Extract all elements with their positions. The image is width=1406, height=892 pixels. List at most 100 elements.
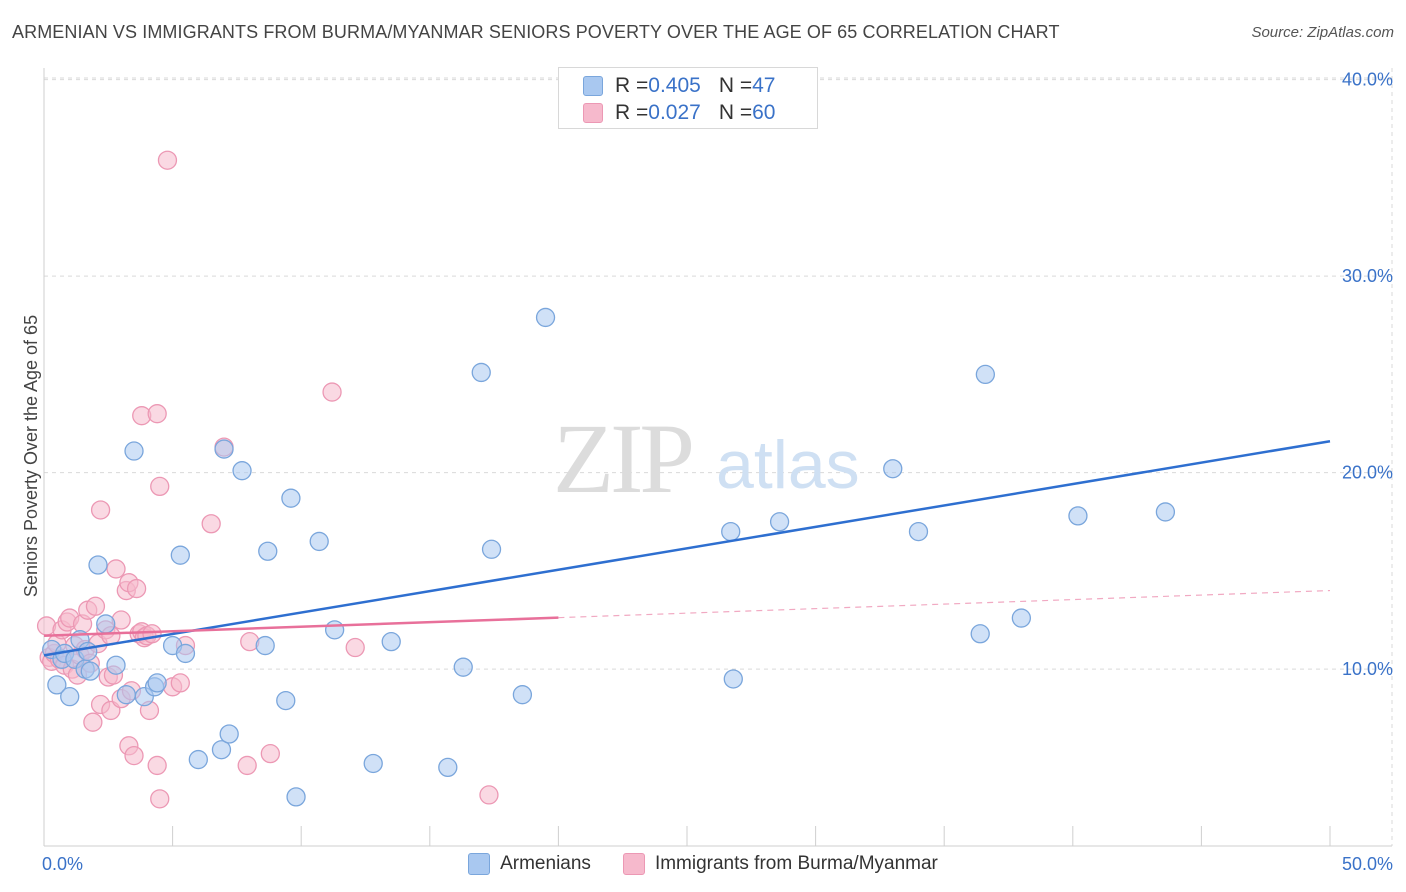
armenians-point [211, 740, 232, 760]
armenians-point [214, 439, 234, 459]
burma-point [479, 785, 499, 805]
armenians-point [219, 724, 239, 744]
armenians-point [324, 620, 345, 640]
armenians-point [309, 531, 329, 552]
armenians-point [78, 641, 98, 662]
legend-label-armenians: Armenians [500, 853, 591, 874]
armenians-point [975, 364, 996, 385]
stats-legend-row-armenians: R = 0.405 N = 47 [583, 73, 775, 99]
stats-legend: R = 0.405 N = 47 R = 0.027 N = 60 [558, 67, 818, 129]
armenians-point [47, 675, 67, 695]
r-label: R = [615, 74, 649, 97]
armenians-point [80, 661, 100, 681]
armenians-point [175, 643, 196, 664]
watermark-zip: ZIP [553, 403, 691, 514]
burma-point [345, 637, 365, 658]
burma-point [170, 673, 190, 693]
legend-item-armenians[interactable]: Armenians [468, 853, 591, 875]
n-value: 60 [752, 101, 776, 124]
burma-point [90, 500, 111, 520]
armenians-point [883, 459, 903, 479]
armenians-point [1011, 608, 1032, 628]
burma-trend-line [43, 616, 559, 637]
source-label: Source: ZipAtlas.com [1251, 24, 1394, 41]
n-label: N = [718, 101, 753, 124]
armenians-point [124, 441, 144, 461]
armenians-point [512, 685, 533, 705]
armenians-point [116, 685, 136, 705]
armenians-point [106, 655, 126, 675]
y-tick-label: 30.0% [1342, 266, 1393, 286]
armenians-point [258, 541, 278, 561]
armenians-point [438, 757, 458, 778]
burma-swatch [622, 853, 645, 875]
armenians-point [281, 488, 301, 508]
armenians-point [1068, 506, 1088, 526]
series-legend: Armenians Immigrants from Burma/Myanmar [0, 850, 1406, 878]
watermark-atlas: atlas [716, 427, 860, 503]
armenians-trend-line [43, 439, 1331, 657]
armenians-point [721, 521, 741, 542]
r-value: 0.027 [648, 101, 701, 124]
watermark: ZIP atlas [553, 403, 860, 514]
y-tick-label: 40.0% [1342, 70, 1393, 90]
burma-point [126, 578, 147, 599]
axis-layer: 10.0% 20.0% 30.0% 40.0% 0.0% 50.0% [42, 68, 1393, 874]
armenians-point [60, 687, 80, 707]
burma-point [157, 150, 178, 170]
burma-point [201, 514, 221, 534]
armenians-point [170, 545, 190, 565]
burma-point [106, 559, 126, 579]
armenians-point [255, 635, 275, 656]
burma-point [150, 476, 170, 497]
armenians-swatch [583, 76, 603, 96]
x-tick-label: 0.0% [42, 854, 83, 874]
burma-point [147, 404, 167, 424]
armenians-point [188, 749, 208, 770]
n-label: N = [718, 74, 753, 97]
armenians-point [535, 307, 556, 328]
x-tick-label: 50.0% [1342, 854, 1393, 874]
armenians-point [723, 669, 743, 689]
armenians-point [381, 631, 401, 652]
burma-trend-line-extension [558, 589, 1331, 619]
chart-title: ARMENIAN VS IMMIGRANTS FROM BURMA/MYANMA… [12, 22, 1060, 42]
armenians-point [908, 521, 929, 542]
burma-point [85, 596, 106, 616]
y-tick-label: 20.0% [1342, 463, 1393, 483]
points-layer [36, 150, 1176, 809]
n-value: 47 [752, 74, 776, 97]
y-tick-label: 10.0% [1342, 659, 1393, 679]
armenians-point [286, 787, 306, 807]
r-value: 0.405 [648, 74, 701, 97]
armenians-point [363, 753, 383, 774]
burma-swatch [583, 103, 603, 123]
legend-item-burma[interactable]: Immigrants from Burma/Myanmar [622, 853, 938, 875]
legend-label-burma: Immigrants from Burma/Myanmar [654, 853, 938, 874]
armenians-point [88, 555, 108, 575]
armenians-point [769, 512, 790, 532]
r-label: R = [615, 101, 649, 124]
stats-legend-row-burma: R = 0.027 N = 60 [583, 100, 775, 126]
burma-point [322, 382, 342, 402]
armenians-point [481, 539, 502, 559]
trend-layer [43, 439, 1331, 657]
burma-point [260, 743, 280, 764]
burma-point [83, 712, 103, 732]
burma-point [150, 789, 170, 809]
armenians-point [232, 461, 252, 481]
armenians-point [96, 614, 116, 634]
armenians-point [1155, 502, 1176, 522]
armenians-point [147, 673, 167, 693]
armenians-point [276, 690, 296, 711]
armenians-point [471, 362, 491, 383]
armenians-swatch [468, 853, 491, 875]
burma-point [237, 755, 257, 776]
armenians-point [970, 624, 990, 644]
y-axis-title: Seniors Poverty Over the Age of 65 [21, 315, 41, 597]
armenians-point [453, 657, 473, 677]
burma-point [142, 624, 162, 644]
burma-point [124, 745, 144, 766]
burma-point [147, 755, 167, 776]
